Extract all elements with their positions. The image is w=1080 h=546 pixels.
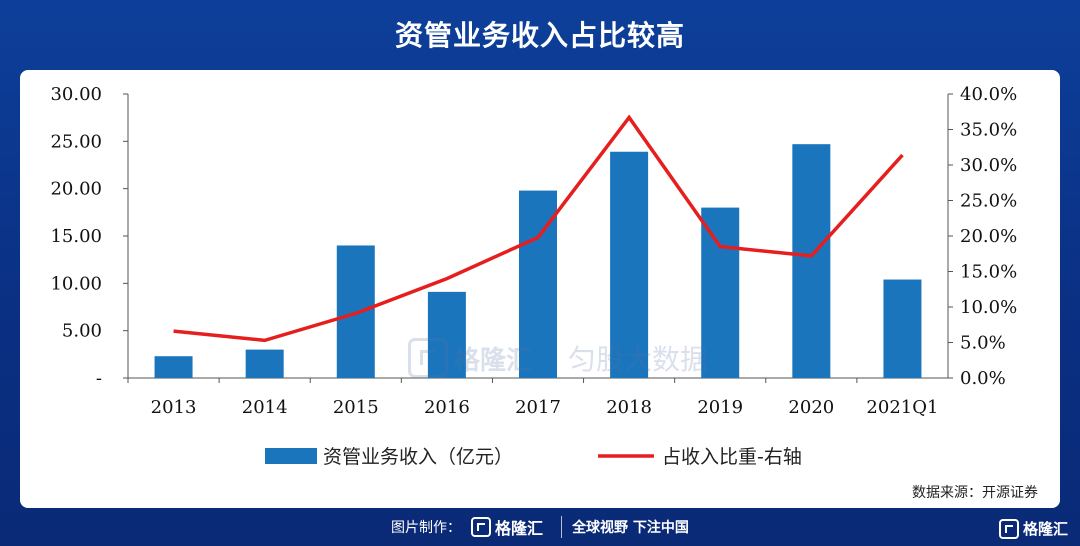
bar-2019 [701,207,740,378]
corner-logo-text: 格隆汇 [1022,520,1068,538]
watermark-brand-2: 匀股大数据 [568,343,709,376]
right-tick-label: 5.0% [960,333,1006,354]
left-tick-label: - [96,368,102,389]
left-tick-label: 15.00 [50,226,102,247]
left-tick-label: 30.00 [50,84,102,105]
chart-panel: - 5.00 10.00 15.00 20.00 25.00 30.00 0.0% 5.0% 10… [20,70,1060,508]
bar-2016 [427,291,466,378]
right-tick-label: 15.0% [960,262,1017,283]
x-tick-label: 2014 [242,397,288,418]
left-tick-label: 10.00 [50,273,102,294]
bar-2014 [245,349,284,378]
footer-logo: 格隆汇 [471,515,543,539]
bar-2020 [792,144,831,378]
x-tick-label: 2013 [151,397,197,418]
page-title: 资管业务收入占比较高 [394,19,685,52]
gelonghui-logo-icon [408,338,448,378]
bar-2021Q1 [883,279,922,378]
right-tick-label: 40.0% [960,84,1017,105]
corner-logo: 格隆汇 [998,518,1068,539]
right-tick-label: 0.0% [960,368,1006,389]
watermark: 格隆汇 匀股大数据 [408,338,708,378]
right-tick-label: 25.0% [960,191,1017,212]
x-tick-label: 2018 [606,397,652,418]
footer-divider [561,516,563,538]
combo-chart: - 5.00 10.00 15.00 20.00 25.00 30.00 0.0% 5.0% 10… [50,84,1017,468]
legend-line-label: 占收入比重-右轴 [662,446,802,468]
footer-made-by: 图片制作： [391,520,462,536]
source-note: 数据来源：开源证券 [912,485,1038,501]
x-tick-label: 2021Q1 [866,397,938,418]
footer-slogan: 全球视野 下注中国 [572,520,689,536]
right-tick-label: 10.0% [960,297,1017,318]
x-tick-label: 2020 [788,397,834,418]
legend-bar-swatch [265,448,317,464]
footer: 图片制作： 格隆汇 全球视野 下注中国 [0,512,1080,542]
gelonghui-logo-icon [471,517,492,537]
right-tick-label: 20.0% [960,226,1017,247]
right-tick-label: 30.0% [960,155,1017,176]
footer-logo-text: 格隆汇 [495,519,544,538]
x-tick-label: 2017 [515,397,561,418]
x-tick-label: 2015 [333,397,379,418]
right-tick-label: 35.0% [960,120,1017,141]
left-tick-label: 20.00 [50,179,102,200]
x-tick-label: 2016 [424,397,470,418]
x-tick-label: 2019 [697,397,743,418]
left-tick-label: 5.00 [62,321,102,342]
gelonghui-logo-icon [998,518,1019,539]
left-tick-label: 25.00 [50,131,102,152]
watermark-brand: 格隆汇 [454,345,533,376]
bar-2013 [154,356,193,378]
legend-bar-label: 资管业务收入（亿元） [323,446,513,468]
bar-2018 [610,151,649,378]
